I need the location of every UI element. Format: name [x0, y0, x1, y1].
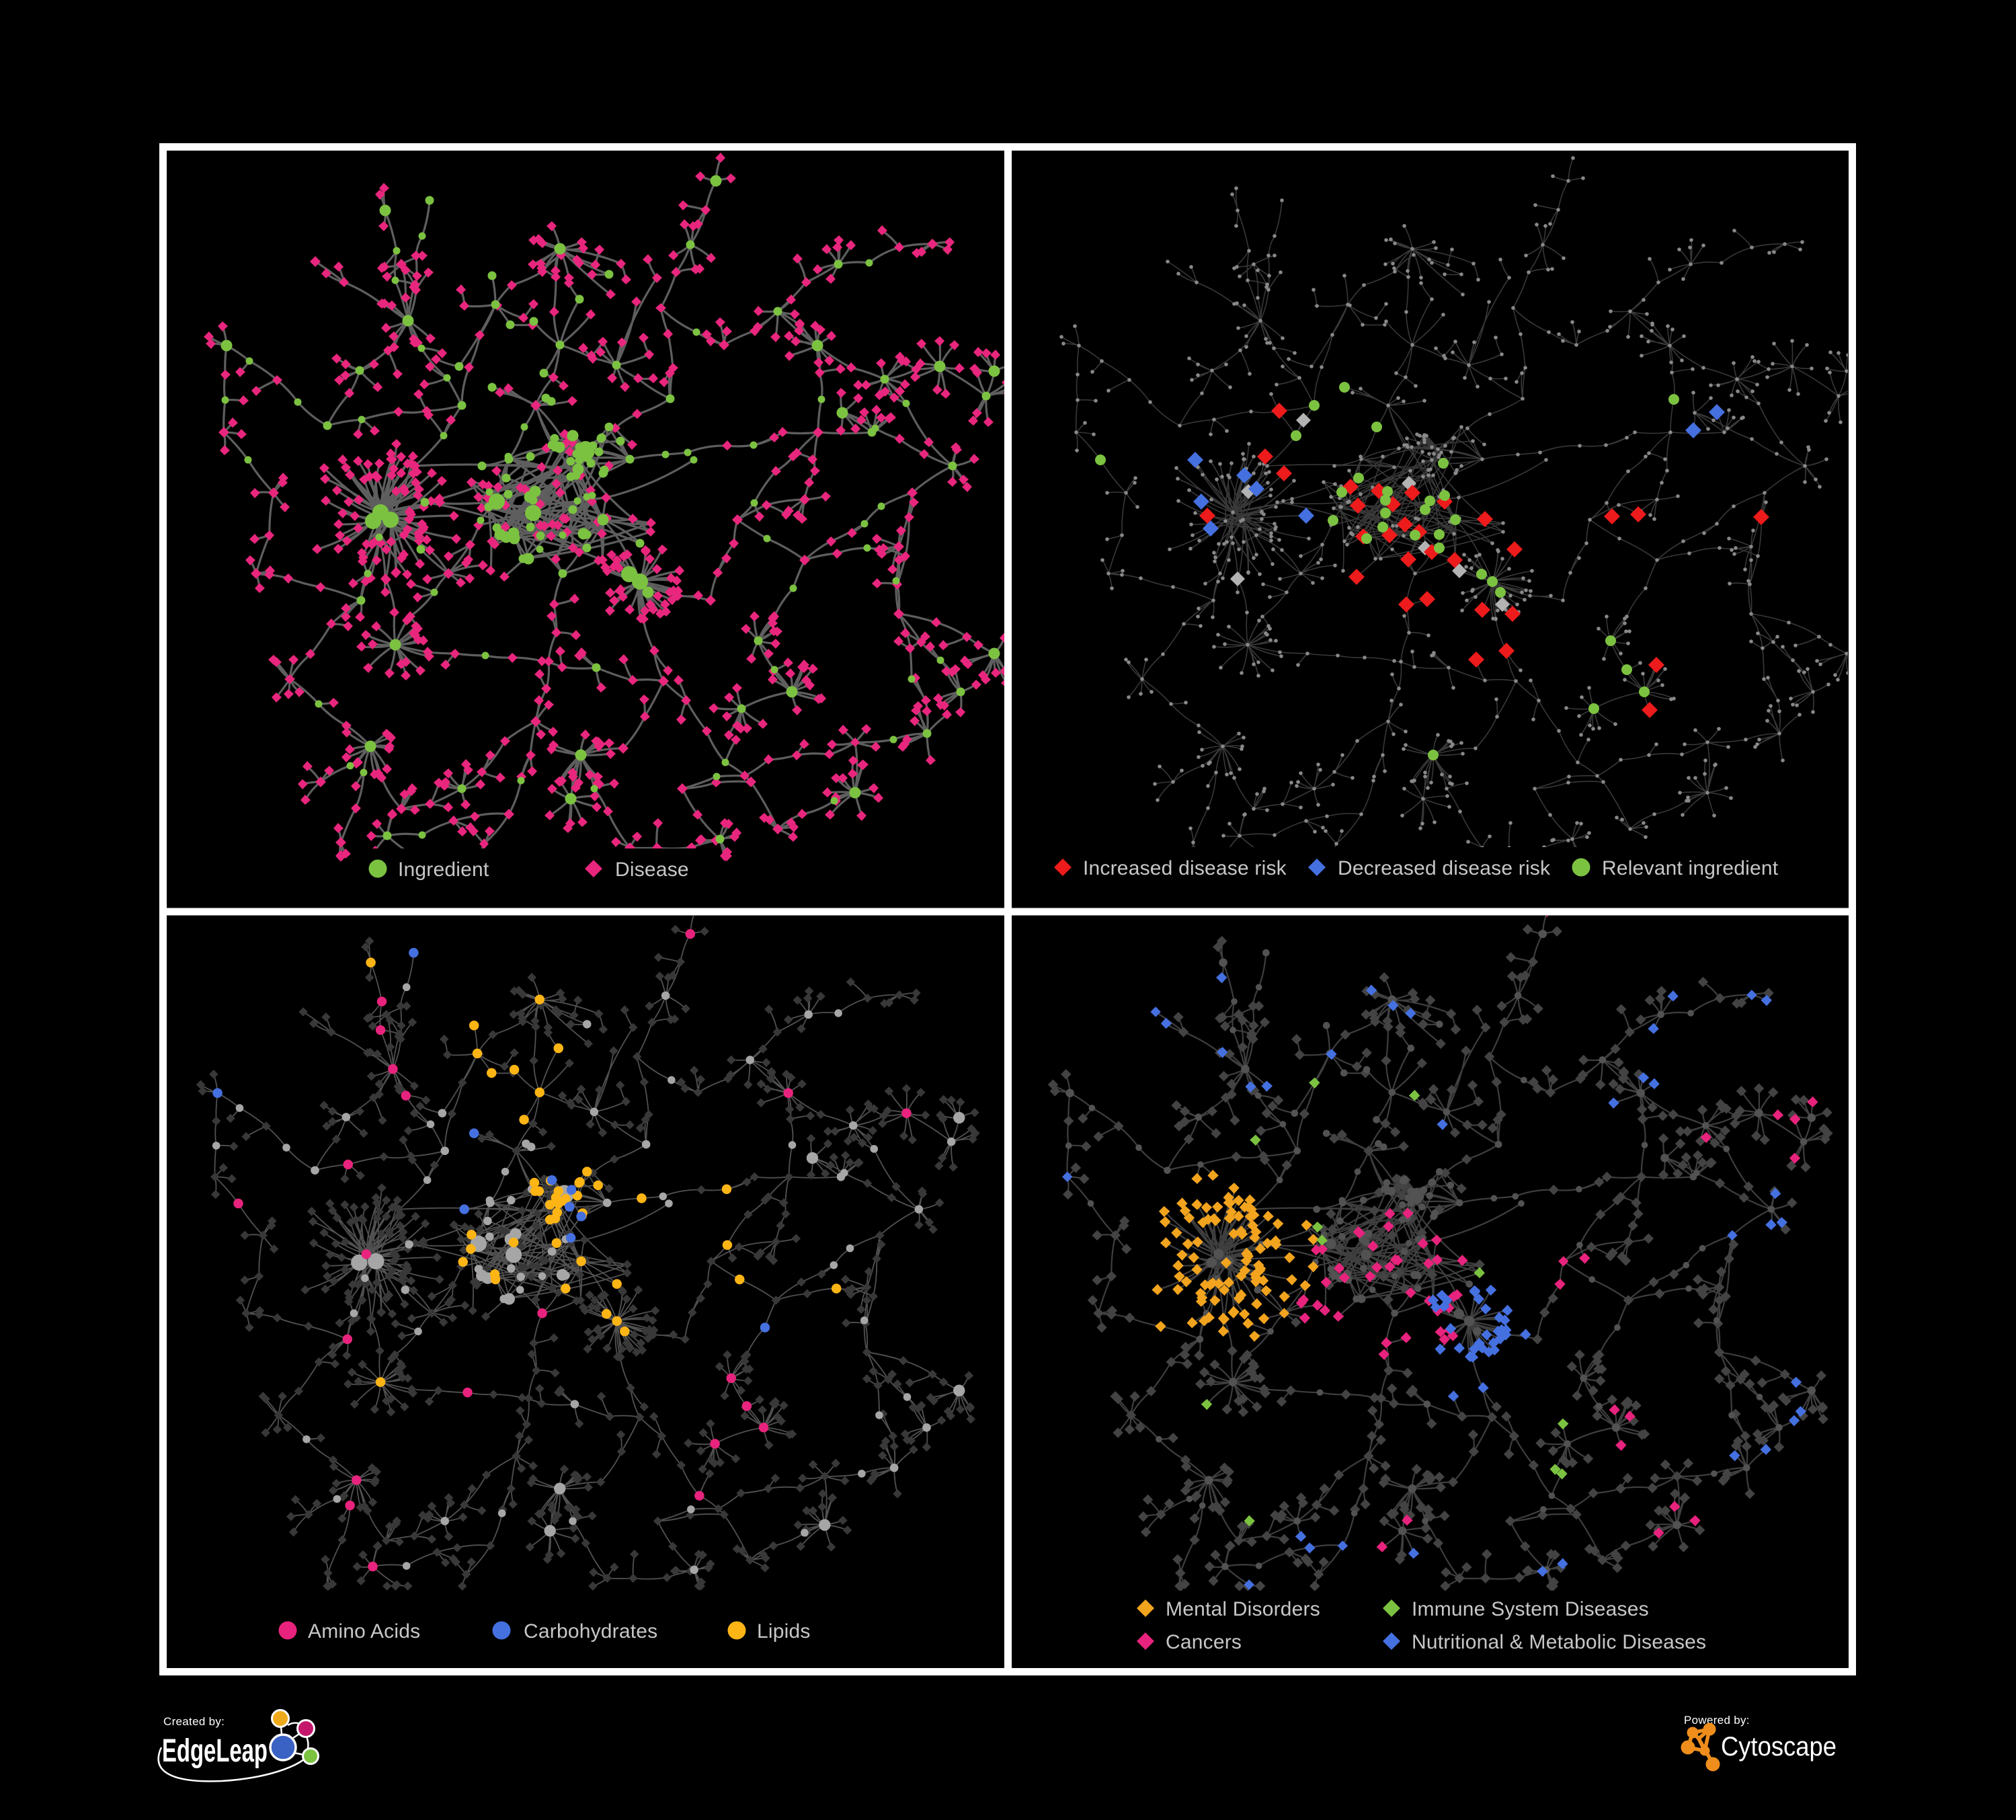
svg-text:EdgeLeap: EdgeLeap: [162, 1733, 268, 1769]
svg-text:Decreased disease risk: Decreased disease risk: [1338, 857, 1551, 879]
svg-text:Ingredient: Ingredient: [398, 859, 489, 881]
svg-text:Amino Acids: Amino Acids: [308, 1620, 420, 1643]
svg-text:Cytoscape: Cytoscape: [1721, 1732, 1837, 1762]
svg-text:Relevant ingredient: Relevant ingredient: [1602, 857, 1779, 879]
svg-text:Immune System Diseases: Immune System Diseases: [1412, 1598, 1649, 1620]
svg-text:Created by:: Created by:: [163, 1715, 225, 1728]
svg-text:Disease: Disease: [615, 859, 689, 881]
svg-text:Lipids: Lipids: [757, 1620, 811, 1643]
svg-text:Mental Disorders: Mental Disorders: [1166, 1598, 1320, 1620]
svg-text:Nutritional & Metabolic Diseas: Nutritional & Metabolic Diseases: [1412, 1631, 1706, 1653]
svg-text:Increased disease risk: Increased disease risk: [1083, 857, 1287, 879]
svg-text:Powered by:: Powered by:: [1684, 1714, 1750, 1727]
svg-text:Cancers: Cancers: [1166, 1631, 1242, 1653]
svg-text:Carbohydrates: Carbohydrates: [524, 1620, 657, 1643]
